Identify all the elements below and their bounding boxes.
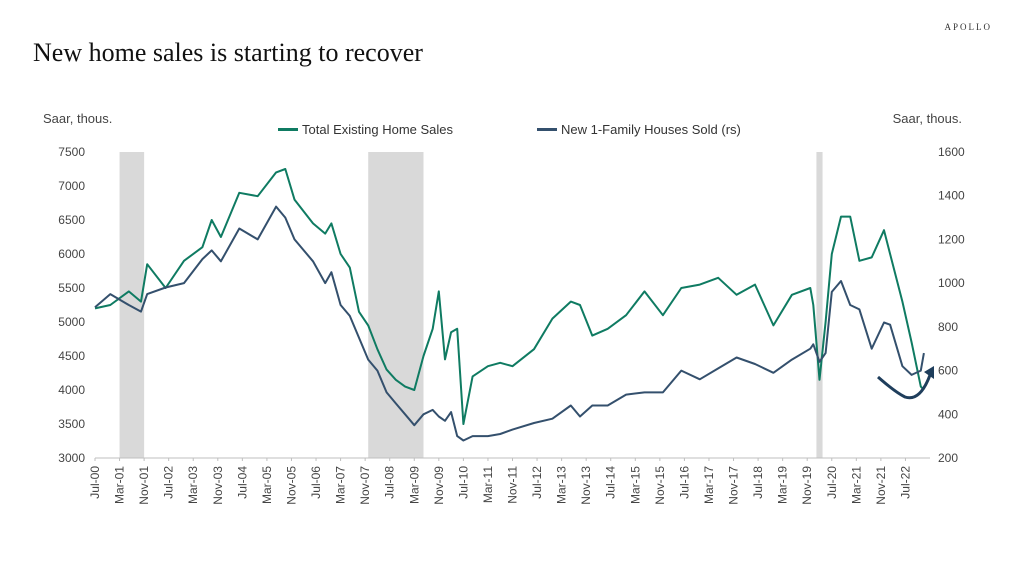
series-line-new-houses-sold — [94, 205, 925, 442]
left-axis-unit: Saar, thous. — [43, 111, 113, 126]
x-tick-label: Mar-11 — [481, 466, 495, 503]
x-tick-label: Jul-02 — [162, 466, 176, 499]
recovery-arrow — [877, 374, 932, 400]
series-line-existing-home-sales — [94, 168, 925, 425]
recession-band — [816, 152, 823, 458]
x-tick-label: Nov-03 — [211, 466, 225, 505]
x-tick-label: Jul-04 — [235, 466, 249, 499]
y-left-tick-label: 6500 — [58, 213, 85, 227]
x-tick-label: Jul-08 — [383, 466, 397, 499]
x-tick-label: Nov-17 — [727, 466, 741, 505]
x-tick-label: Nov-11 — [506, 466, 520, 504]
x-tick-label: Mar-01 — [113, 466, 127, 504]
y-right-tick-label: 1400 — [938, 189, 965, 203]
legend-label-existing: Total Existing Home Sales — [302, 122, 454, 137]
y-left-tick-label: 6000 — [58, 247, 85, 261]
x-tick-label: Mar-05 — [260, 466, 274, 504]
brand-logo: APOLLO — [944, 22, 992, 32]
y-right-tick-label: 600 — [938, 364, 958, 378]
recession-band — [368, 152, 424, 458]
x-tick-label: Mar-09 — [407, 466, 421, 504]
x-tick-label: Mar-21 — [849, 466, 863, 504]
x-tick-label: Mar-03 — [186, 466, 200, 504]
x-tick-label: Nov-13 — [579, 466, 593, 505]
x-tick-label: Jul-20 — [825, 466, 839, 499]
x-tick-label: Jul-16 — [677, 466, 691, 499]
x-tick-label: Mar-13 — [555, 466, 569, 504]
y-left-tick-label: 5500 — [58, 281, 85, 295]
legend-swatch-existing — [278, 128, 298, 131]
legend-item-new-houses: New 1-Family Houses Sold (rs) — [537, 122, 741, 137]
y-left-tick-label: 5000 — [58, 315, 85, 329]
x-tick-label: Jul-14 — [604, 466, 618, 499]
right-axis-unit: Saar, thous. — [892, 111, 962, 126]
y-right-tick-label: 1200 — [938, 232, 965, 246]
y-left-tick-label: 4000 — [58, 383, 85, 397]
legend-swatch-new-houses — [537, 128, 557, 131]
x-tick-label: Nov-05 — [284, 466, 298, 505]
y-right-tick-label: 1600 — [938, 145, 965, 159]
y-right-tick-label: 400 — [938, 407, 958, 421]
recovery-arrow-head — [924, 366, 934, 379]
x-tick-label: Nov-19 — [800, 466, 814, 505]
x-tick-label: Jul-10 — [456, 466, 470, 499]
x-tick-label: Jul-18 — [751, 466, 765, 499]
x-tick-label: Nov-15 — [653, 466, 667, 505]
y-left-tick-label: 3500 — [58, 417, 85, 431]
x-tick-label: Jul-06 — [309, 466, 323, 499]
x-tick-label: Mar-07 — [334, 466, 348, 504]
y-left-tick-label: 4500 — [58, 349, 85, 363]
recession-band — [119, 152, 145, 458]
x-tick-label: Jul-22 — [898, 466, 912, 499]
x-tick-label: Mar-17 — [702, 466, 716, 504]
y-right-tick-label: 1000 — [938, 276, 965, 290]
x-tick-label: Nov-07 — [358, 466, 372, 505]
y-left-tick-label: 3000 — [58, 451, 85, 465]
x-tick-label: Jul-00 — [88, 466, 102, 499]
y-right-tick-label: 800 — [938, 320, 958, 334]
x-tick-label: Mar-15 — [628, 466, 642, 504]
x-tick-label: Mar-19 — [776, 466, 790, 504]
y-left-tick-label: 7500 — [58, 145, 85, 159]
y-left-tick-label: 7000 — [58, 179, 85, 193]
legend-item-existing: Total Existing Home Sales — [278, 122, 453, 137]
x-tick-label: Nov-09 — [432, 466, 446, 505]
y-right-tick-label: 200 — [938, 451, 958, 465]
legend-label-new-houses: New 1-Family Houses Sold (rs) — [561, 122, 741, 137]
x-tick-label: Nov-01 — [137, 466, 151, 505]
chart-title: New home sales is starting to recover — [33, 38, 423, 67]
x-tick-label: Nov-21 — [874, 466, 888, 505]
x-tick-label: Jul-12 — [530, 466, 544, 499]
